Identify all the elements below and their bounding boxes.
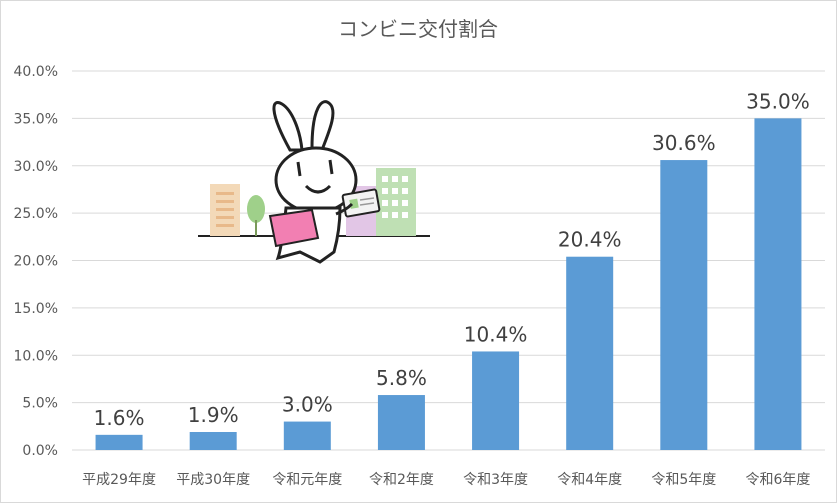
x-tick-label: 令和元年度 <box>272 472 342 488</box>
x-tick-label: 令和3年度 <box>463 472 528 488</box>
y-tick-label: 40.0% <box>14 64 58 80</box>
bar <box>189 431 237 450</box>
data-label: 10.4% <box>464 322 528 346</box>
x-tick-label: 令和6年度 <box>745 472 810 488</box>
data-label: 5.8% <box>376 366 427 390</box>
x-tick-label: 令和4年度 <box>557 472 622 488</box>
y-tick-label: 5.0% <box>22 396 58 412</box>
y-tick-label: 25.0% <box>14 206 58 222</box>
x-tick-label: 令和5年度 <box>651 472 716 488</box>
bars <box>95 118 802 450</box>
x-tick-label: 平成30年度 <box>176 472 250 488</box>
bar <box>283 421 331 450</box>
y-tick-label: 0.0% <box>22 443 58 459</box>
mascot-rabbit-with-card-icon <box>198 100 430 264</box>
y-tick-label: 15.0% <box>14 301 58 317</box>
data-label: 1.9% <box>188 403 239 427</box>
x-tick-label: 令和2年度 <box>369 472 434 488</box>
bar <box>754 118 802 450</box>
x-tick-label: 平成29年度 <box>82 472 156 488</box>
data-labels: 1.6% 1.9% 3.0% 5.8% 10.4% 20.4% 30.6% 35.0% <box>94 89 810 429</box>
bar <box>566 256 614 450</box>
data-label: 3.0% <box>282 393 333 417</box>
bar <box>472 351 520 450</box>
data-label: 20.4% <box>558 228 622 252</box>
bar <box>660 160 708 450</box>
y-tick-label: 35.0% <box>14 111 58 127</box>
y-tick-label: 10.0% <box>14 348 58 364</box>
bar <box>95 434 143 450</box>
data-label: 1.6% <box>94 406 145 430</box>
x-axis-ticks: 平成29年度 平成30年度 令和元年度 令和2年度 令和3年度 令和4年度 令和5年度 令和6… <box>82 472 810 488</box>
y-tick-label: 20.0% <box>14 254 58 270</box>
bar <box>377 395 425 450</box>
y-tick-label: 30.0% <box>14 159 58 175</box>
chart-title: コンビニ交付割合 <box>338 17 498 41</box>
data-label: 35.0% <box>746 89 810 113</box>
y-axis-ticks: 0.0% 5.0% 10.0% 15.0% 20.0% 25.0% 30.0% 35.0% 40… <box>14 64 58 459</box>
data-label: 30.6% <box>652 131 716 155</box>
